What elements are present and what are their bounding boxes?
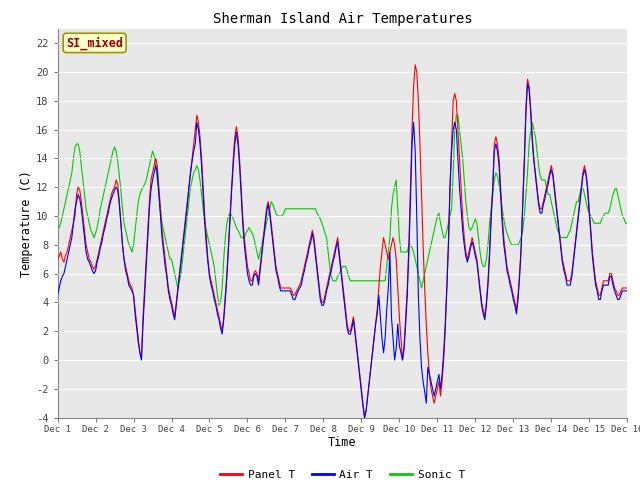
Title: Sherman Island Air Temperatures: Sherman Island Air Temperatures <box>212 12 472 26</box>
X-axis label: Time: Time <box>328 436 356 449</box>
Y-axis label: Temperature (C): Temperature (C) <box>20 170 33 276</box>
Text: SI_mixed: SI_mixed <box>66 36 123 49</box>
Legend: Panel T, Air T, Sonic T: Panel T, Air T, Sonic T <box>216 465 469 480</box>
